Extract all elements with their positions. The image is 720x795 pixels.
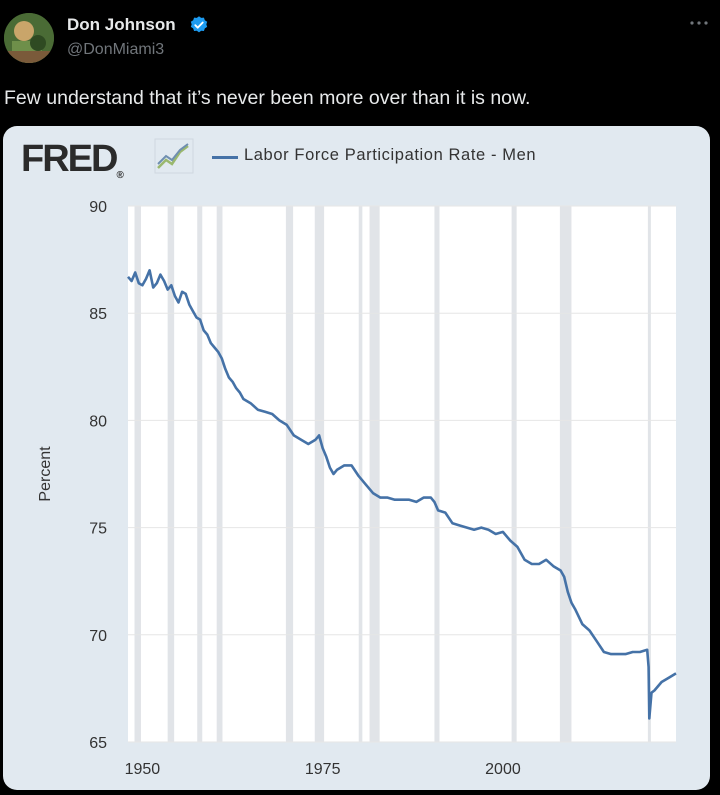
y-tick-label: 65	[89, 735, 107, 752]
y-tick-label: 80	[89, 413, 107, 430]
author-name[interactable]: Don Johnson	[67, 15, 176, 34]
recession-band	[369, 206, 380, 742]
fred-header: FRED® Labor Force Participation Rate - M…	[3, 126, 710, 186]
tweet-header: Don Johnson @DonMiami3	[0, 0, 720, 80]
recession-band	[216, 206, 223, 742]
x-tick-label: 1950	[125, 761, 161, 778]
series-line	[127, 269, 677, 720]
chart-trend-icon	[154, 138, 194, 174]
x-tick-label: 1975	[305, 761, 341, 778]
y-axis-ticks: 90 85 80 75 70 65	[89, 199, 107, 752]
recession-band	[285, 206, 294, 742]
recession-band	[134, 206, 141, 742]
recession-shading	[128, 206, 676, 742]
plot-background	[128, 206, 676, 742]
y-tick-label: 85	[89, 306, 107, 323]
recession-band	[511, 206, 517, 742]
recession-band	[559, 206, 572, 742]
recession-band	[314, 206, 325, 742]
recession-band	[167, 206, 175, 742]
y-axis-label: Percent	[37, 446, 54, 502]
y-tick-label: 75	[89, 521, 107, 538]
legend-label: Labor Force Participation Rate - Men	[244, 146, 537, 164]
recession-band	[358, 206, 363, 742]
fred-logo-wordmark: FRED	[21, 138, 118, 180]
y-tick-label: 90	[89, 199, 107, 216]
line-chart: 90 85 80 75 70 65 1950 1975 2000 Percent	[37, 199, 677, 778]
legend-swatch	[212, 156, 238, 159]
x-tick-label: 2000	[485, 761, 521, 778]
recession-band	[434, 206, 440, 742]
tweet-media-chart[interactable]: FRED® Labor Force Participation Rate - M…	[3, 126, 710, 790]
recession-band	[197, 206, 203, 742]
y-tick-label: 70	[89, 628, 107, 645]
avatar[interactable]	[4, 13, 54, 63]
fred-logo: FRED®	[21, 138, 124, 181]
verified-badge-icon	[189, 15, 209, 35]
author-handle[interactable]: @DonMiami3	[67, 41, 165, 58]
recession-band	[647, 206, 651, 742]
more-horizontal-icon[interactable]	[688, 12, 710, 34]
x-axis-ticks: 1950 1975 2000	[125, 761, 521, 778]
fred-logo-mark: ®	[116, 170, 124, 181]
gridlines	[128, 205, 676, 743]
tweet-text: Few understand that it’s never been more…	[4, 87, 531, 109]
series-layer	[127, 269, 677, 720]
